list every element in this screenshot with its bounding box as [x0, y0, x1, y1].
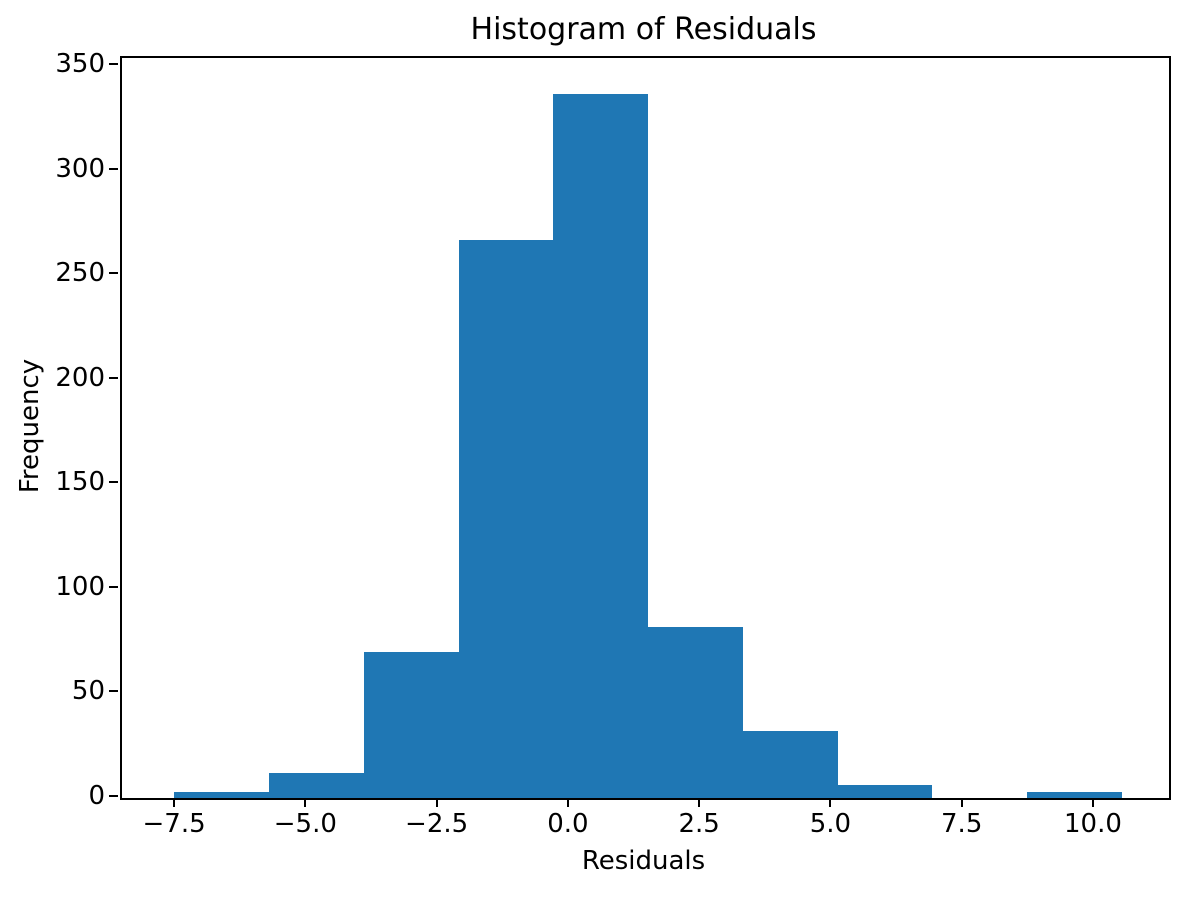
y-tick-label: 300 — [55, 153, 105, 184]
y-tick-mark — [109, 167, 118, 170]
y-tick-mark — [109, 690, 118, 693]
histogram-bar — [742, 731, 838, 798]
x-tick-mark — [566, 798, 569, 807]
histogram-bar — [553, 93, 649, 798]
x-tick-mark — [1091, 798, 1094, 807]
x-tick-label: −7.5 — [142, 809, 206, 839]
y-tick-label: 250 — [55, 258, 105, 289]
x-tick-mark — [698, 798, 701, 807]
y-tick-label: 350 — [55, 49, 105, 80]
y-tick-label: 0 — [88, 781, 105, 811]
x-tick-label: 0.0 — [547, 809, 589, 839]
x-tick-label: 5.0 — [809, 809, 852, 839]
x-tick-label: −5.0 — [273, 809, 337, 839]
y-tick-mark — [109, 376, 118, 379]
x-tick-mark — [435, 798, 438, 807]
x-tick-mark — [173, 798, 176, 807]
histogram-bar — [837, 785, 933, 798]
x-tick-label: 10.0 — [1064, 809, 1122, 839]
y-tick-label: 200 — [55, 362, 105, 393]
x-tick-label: −2.5 — [405, 809, 469, 839]
y-tick-mark — [109, 481, 118, 484]
x-tick-mark — [829, 798, 832, 807]
x-tick-label: 7.5 — [941, 809, 983, 839]
y-tick-label: 150 — [55, 467, 105, 498]
histogram-bar — [648, 626, 743, 798]
y-tick-mark — [109, 63, 118, 66]
x-axis-label: Residuals — [581, 846, 706, 876]
histogram-bar — [173, 791, 269, 798]
x-tick-mark — [304, 798, 307, 807]
histogram-bar — [269, 772, 364, 798]
plot-area — [120, 56, 1171, 800]
y-tick-label: 50 — [71, 676, 105, 707]
y-tick-mark — [109, 795, 118, 797]
histogram-bar — [1027, 791, 1122, 798]
y-tick-mark — [109, 272, 118, 275]
chart-title: Histogram of Residuals — [470, 12, 817, 47]
histogram-bars — [122, 58, 1169, 798]
y-tick-mark — [109, 585, 118, 588]
x-tick-label: 2.5 — [678, 809, 720, 839]
histogram-bar — [458, 239, 554, 798]
histogram-bar — [363, 651, 459, 798]
y-tick-label: 100 — [55, 571, 105, 602]
x-tick-mark — [960, 798, 963, 807]
